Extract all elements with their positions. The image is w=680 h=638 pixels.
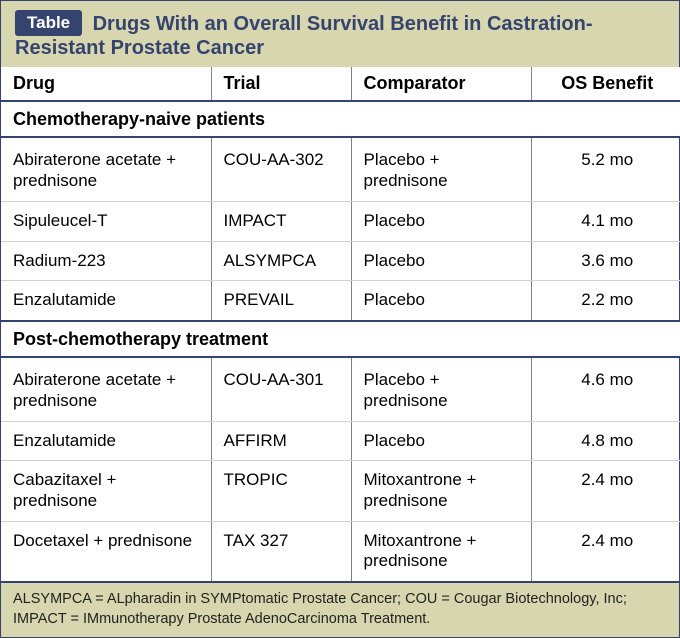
section-label: Chemotherapy-naive patients <box>1 101 680 137</box>
cell-trial: IMPACT <box>211 201 351 241</box>
cell-trial: AFFIRM <box>211 421 351 461</box>
table-footnote: ALSYMPCA = ALpharadin in SYMPtomatic Pro… <box>1 583 679 637</box>
cell-trial: PREVAIL <box>211 281 351 321</box>
table-row: EnzalutamidePREVAILPlacebo2.2 mo <box>1 281 680 321</box>
cell-os: 5.2 mo <box>531 137 680 201</box>
survival-benefit-table: Table Drugs With an Overall Survival Ben… <box>0 0 680 638</box>
table-row: Radium-223ALSYMPCAPlacebo3.6 mo <box>1 241 680 281</box>
table-body: Chemotherapy-naive patientsAbiraterone a… <box>1 101 680 582</box>
data-table: Drug Trial Comparator OS Benefit Chemoth… <box>1 67 680 583</box>
cell-comparator: Mitoxantrone + prednisone <box>351 461 531 521</box>
cell-comparator: Mitoxantrone + prednisone <box>351 521 531 582</box>
table-title-bar: Table Drugs With an Overall Survival Ben… <box>1 1 679 67</box>
cell-comparator: Placebo <box>351 241 531 281</box>
cell-trial: TAX 327 <box>211 521 351 582</box>
cell-drug: Abiraterone acetate + prednisone <box>1 357 211 421</box>
table-row: Abiraterone acetate + prednisoneCOU-AA-3… <box>1 137 680 201</box>
cell-comparator: Placebo <box>351 281 531 321</box>
cell-os: 2.4 mo <box>531 521 680 582</box>
table-head: Drug Trial Comparator OS Benefit <box>1 67 680 101</box>
cell-drug: Enzalutamide <box>1 421 211 461</box>
table-pill: Table <box>15 10 82 36</box>
cell-drug: Docetaxel + prednisone <box>1 521 211 582</box>
header-os: OS Benefit <box>531 67 680 101</box>
cell-drug: Cabazitaxel + prednisone <box>1 461 211 521</box>
cell-os: 3.6 mo <box>531 241 680 281</box>
table-row: EnzalutamideAFFIRMPlacebo4.8 mo <box>1 421 680 461</box>
table-row: Cabazitaxel + prednisoneTROPICMitoxantro… <box>1 461 680 521</box>
header-drug: Drug <box>1 67 211 101</box>
cell-trial: TROPIC <box>211 461 351 521</box>
table-row: Abiraterone acetate + prednisoneCOU-AA-3… <box>1 357 680 421</box>
cell-os: 4.6 mo <box>531 357 680 421</box>
section-label: Post-chemotherapy treatment <box>1 321 680 357</box>
cell-comparator: Placebo <box>351 201 531 241</box>
section-row: Chemotherapy-naive patients <box>1 101 680 137</box>
cell-trial: ALSYMPCA <box>211 241 351 281</box>
header-comparator: Comparator <box>351 67 531 101</box>
table-row: Docetaxel + prednisoneTAX 327Mitoxantron… <box>1 521 680 582</box>
cell-comparator: Placebo <box>351 421 531 461</box>
cell-os: 4.8 mo <box>531 421 680 461</box>
header-trial: Trial <box>211 67 351 101</box>
cell-trial: COU-AA-302 <box>211 137 351 201</box>
cell-comparator: Placebo + prednisone <box>351 357 531 421</box>
cell-drug: Sipuleucel-T <box>1 201 211 241</box>
table-title: Drugs With an Overall Survival Benefit i… <box>15 13 593 59</box>
cell-os: 4.1 mo <box>531 201 680 241</box>
cell-drug: Radium-223 <box>1 241 211 281</box>
section-row: Post-chemotherapy treatment <box>1 321 680 357</box>
cell-comparator: Placebo + prednisone <box>351 137 531 201</box>
cell-drug: Enzalutamide <box>1 281 211 321</box>
cell-drug: Abiraterone acetate + prednisone <box>1 137 211 201</box>
header-row: Drug Trial Comparator OS Benefit <box>1 67 680 101</box>
table-row: Sipuleucel-TIMPACTPlacebo4.1 mo <box>1 201 680 241</box>
cell-os: 2.4 mo <box>531 461 680 521</box>
cell-os: 2.2 mo <box>531 281 680 321</box>
cell-trial: COU-AA-301 <box>211 357 351 421</box>
